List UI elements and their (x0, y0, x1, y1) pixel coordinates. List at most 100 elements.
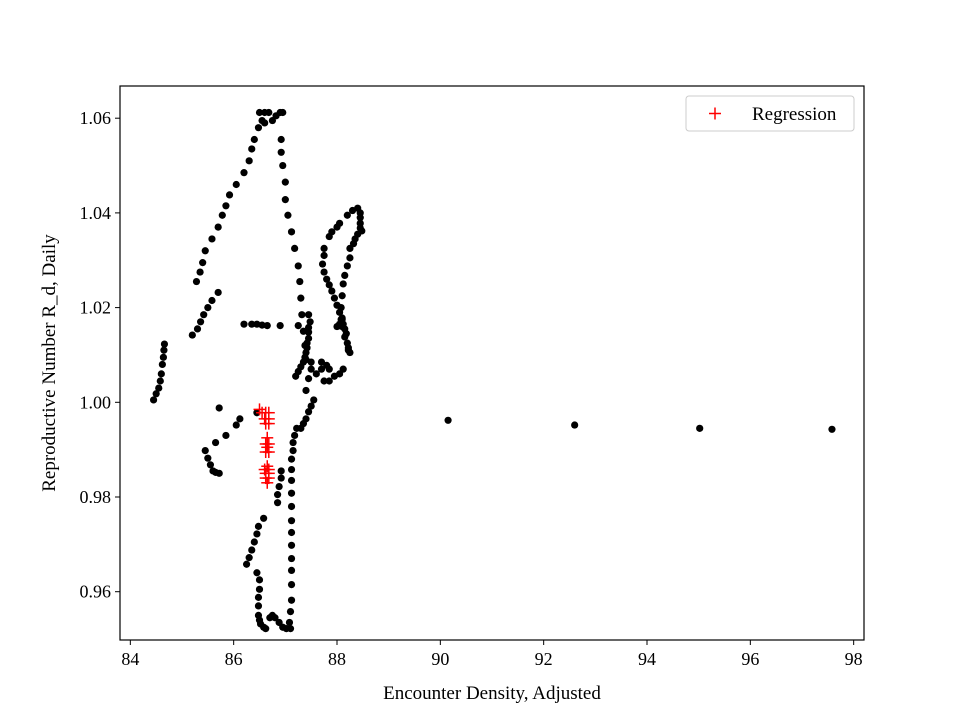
regression-point (261, 460, 274, 473)
data-point (696, 424, 704, 432)
data-point (287, 476, 296, 485)
data-point (204, 454, 212, 462)
data-point (193, 325, 202, 333)
legend-label-regression: Regression (752, 104, 837, 125)
data-point (248, 145, 256, 153)
data-point (232, 421, 240, 429)
data-point (302, 415, 310, 423)
data-point (444, 416, 452, 424)
data-point (263, 321, 271, 330)
data-point (155, 384, 163, 392)
data-point (294, 321, 302, 330)
data-point (261, 119, 269, 127)
data-point (310, 396, 318, 404)
data-point (275, 482, 283, 491)
data-point (152, 390, 160, 398)
data-point (214, 223, 222, 231)
data-point (222, 202, 230, 210)
data-point (343, 211, 351, 219)
data-point (339, 280, 347, 288)
data-point (337, 304, 345, 312)
data-point (236, 415, 244, 423)
data-point (571, 421, 579, 429)
data-point (328, 287, 336, 295)
data-point (271, 614, 279, 622)
data-point (294, 262, 302, 270)
data-point (160, 340, 169, 348)
data-point (287, 596, 296, 604)
data-point (218, 211, 226, 219)
data-point (318, 260, 327, 268)
data-point (281, 196, 289, 204)
data-point (320, 377, 328, 385)
data-point (200, 311, 208, 319)
data-point (287, 228, 296, 236)
data-point (208, 296, 216, 305)
data-point (260, 514, 268, 522)
data-point (286, 625, 295, 633)
data-point (199, 259, 207, 267)
data-point (208, 235, 216, 243)
x-axis: 84 86 88 90 92 94 96 98 (121, 640, 863, 669)
data-point (338, 314, 346, 322)
data-point (287, 581, 296, 589)
data-point (287, 502, 296, 511)
data-point (325, 281, 333, 289)
y-tick-label: 1.02 (80, 298, 112, 318)
y-axis-label: Reproductive Number R_d, Daily (39, 234, 60, 492)
data-point (253, 569, 261, 577)
data-point (323, 275, 331, 283)
data-point (250, 538, 258, 546)
plot-frame (119, 85, 865, 641)
data-point (304, 408, 313, 416)
data-point (304, 311, 313, 319)
data-point (304, 323, 313, 332)
data-point (284, 211, 292, 219)
data-point (317, 365, 326, 373)
x-tick-label: 90 (431, 649, 449, 669)
data-point (255, 576, 264, 584)
data-point (248, 546, 256, 554)
x-tick-label: 96 (741, 649, 759, 669)
data-points (149, 108, 836, 633)
data-point (297, 294, 305, 302)
data-point (291, 431, 299, 440)
data-point (254, 593, 263, 601)
data-point (296, 277, 304, 286)
y-tick-label: 1.04 (80, 203, 112, 223)
data-point (338, 292, 346, 300)
y-tick-label: 1.00 (80, 392, 112, 412)
data-point (307, 358, 315, 366)
data-point (320, 244, 328, 253)
data-point (206, 461, 215, 469)
data-point (160, 346, 168, 354)
data-point (277, 467, 285, 475)
data-point (285, 618, 294, 627)
data-point (304, 334, 313, 342)
data-point (289, 438, 297, 447)
data-point (242, 560, 251, 568)
data-point (287, 465, 296, 474)
data-point (335, 219, 344, 227)
data-point (333, 322, 341, 331)
y-tick-label: 1.06 (80, 108, 112, 128)
data-point (339, 365, 347, 373)
data-point (265, 108, 273, 117)
data-point (254, 602, 263, 610)
data-point (240, 169, 248, 177)
data-point (197, 318, 205, 326)
data-point (307, 365, 315, 373)
data-point (346, 254, 354, 262)
legend: Regression (685, 95, 855, 132)
y-tick-label: 0.96 (80, 582, 112, 602)
data-point (214, 288, 222, 297)
data-point (232, 180, 240, 189)
data-point (302, 386, 310, 395)
x-tick-label: 86 (225, 649, 243, 669)
data-point (287, 517, 296, 525)
data-point (248, 320, 256, 328)
x-tick-label: 94 (638, 649, 656, 669)
data-point (287, 554, 296, 563)
data-point (287, 528, 296, 537)
